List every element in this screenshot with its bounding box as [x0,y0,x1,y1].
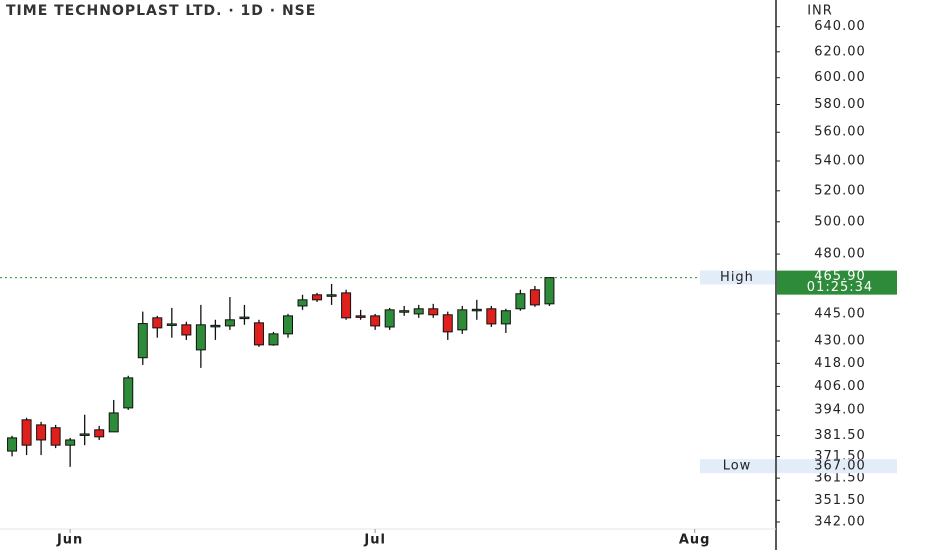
last-price-value: 465.90 [814,269,866,284]
candle-body [428,308,439,316]
y-tick-label: 500.00 [814,214,866,229]
candle-body [384,309,395,328]
low-marker-label: Low [723,459,752,474]
y-tick-label: 580.00 [814,97,866,112]
candle-body [370,315,381,327]
x-tick-label: Jun [56,533,83,548]
candle-body [181,324,192,336]
axis-unit: INR [807,4,833,19]
candle-body [326,294,337,297]
y-tick-label: 480.00 [814,247,866,262]
low-marker-value: 367.00 [814,459,866,474]
y-tick-label: 640.00 [814,19,866,34]
y-tick-label: 406.00 [814,379,866,394]
low-marker-value-box [777,459,897,474]
candle-body [94,429,105,438]
candle-body [108,412,119,433]
high-marker-label: High [720,270,754,285]
candle-body [471,308,482,312]
countdown: 01:25:34 [807,280,873,295]
candle-body [239,316,250,320]
candle-body [442,314,453,333]
candle-body [210,324,221,328]
high-marker-label-box [700,270,775,285]
last-price-box [777,270,897,295]
x-tick-label: Aug [679,533,711,548]
y-tick-label: 381.50 [814,428,866,443]
candle-body [297,299,308,307]
candle-body [36,424,47,441]
y-tick-label: 540.00 [814,153,866,168]
y-tick-label: 394.00 [814,403,866,418]
y-tick-label: 520.00 [814,183,866,198]
candle-body [224,319,235,327]
y-tick-label: 620.00 [814,44,866,59]
low-marker-label-box [700,459,775,474]
candle-body [283,315,294,335]
candle-body [457,309,468,331]
y-tick-label: 430.00 [814,334,866,349]
candle-body [50,427,61,446]
y-tick-label: 445.00 [814,306,866,321]
candle-body [486,308,497,325]
candle-body [253,322,264,346]
y-tick-label: 418.00 [814,356,866,371]
candle-body [515,293,526,310]
candle-body [65,439,76,446]
candle-body [166,323,177,326]
candle-body [355,315,366,318]
candle-body [21,419,32,446]
candle-body [123,377,134,409]
candle-body [312,294,323,301]
candle-body [529,289,540,306]
y-tick-label: 351.50 [814,493,866,508]
y-tick-label: 361.50 [814,471,866,486]
candle-body [544,277,555,305]
candle-body [7,437,18,452]
x-tick-label: Jul [363,533,386,548]
candle-body [152,317,163,329]
chart-title: TIME TECHNOPLAST LTD. · 1D · NSE [6,3,316,19]
candle-body [195,324,206,351]
y-tick-label: 560.00 [814,125,866,140]
candle-body [341,292,352,319]
y-tick-label: 600.00 [814,70,866,85]
candle-body [79,433,90,436]
candle-body [413,308,424,315]
candle-body [500,310,511,325]
candle-body [399,310,410,313]
y-tick-label: 342.00 [814,514,866,529]
candle-body [268,333,279,346]
candle-body [137,323,148,359]
